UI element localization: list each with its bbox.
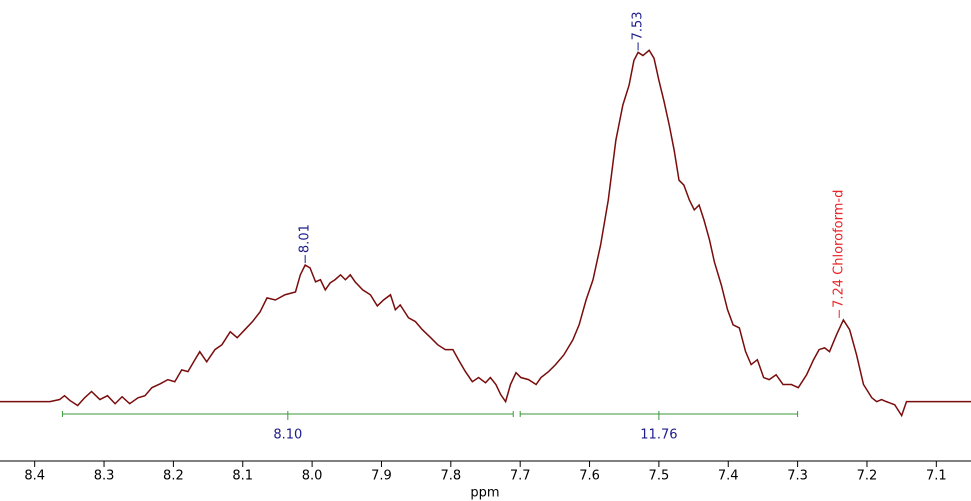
x-tick-label: 8.2 [163, 469, 184, 484]
x-tick-label: 7.8 [440, 469, 461, 484]
x-tick-label: 7.9 [371, 469, 392, 484]
x-tick-label: 7.2 [857, 469, 878, 484]
peak-label: 7.24 Chloroform-d [832, 190, 847, 308]
x-tick-label: 8.0 [302, 469, 323, 484]
spectrum-line [0, 49, 971, 418]
x-tick-label: 7.1 [926, 469, 947, 484]
integral-label: 8.10 [273, 428, 302, 443]
x-tick-label: 8.1 [232, 469, 253, 484]
x-tick-label: 7.5 [649, 469, 670, 484]
x-tick-label: 7.3 [787, 469, 808, 484]
x-tick-label: 7.6 [579, 469, 600, 484]
peak-label: 7.53 [631, 11, 646, 40]
x-tick-label: 8.4 [24, 469, 45, 484]
integral-label: 11.76 [640, 428, 677, 443]
x-tick-label: 7.7 [510, 469, 531, 484]
x-axis-label: ppm [470, 486, 499, 501]
x-tick-label: 8.3 [94, 469, 115, 484]
x-tick-label: 7.4 [718, 469, 739, 484]
peak-label: 8.01 [298, 224, 313, 253]
